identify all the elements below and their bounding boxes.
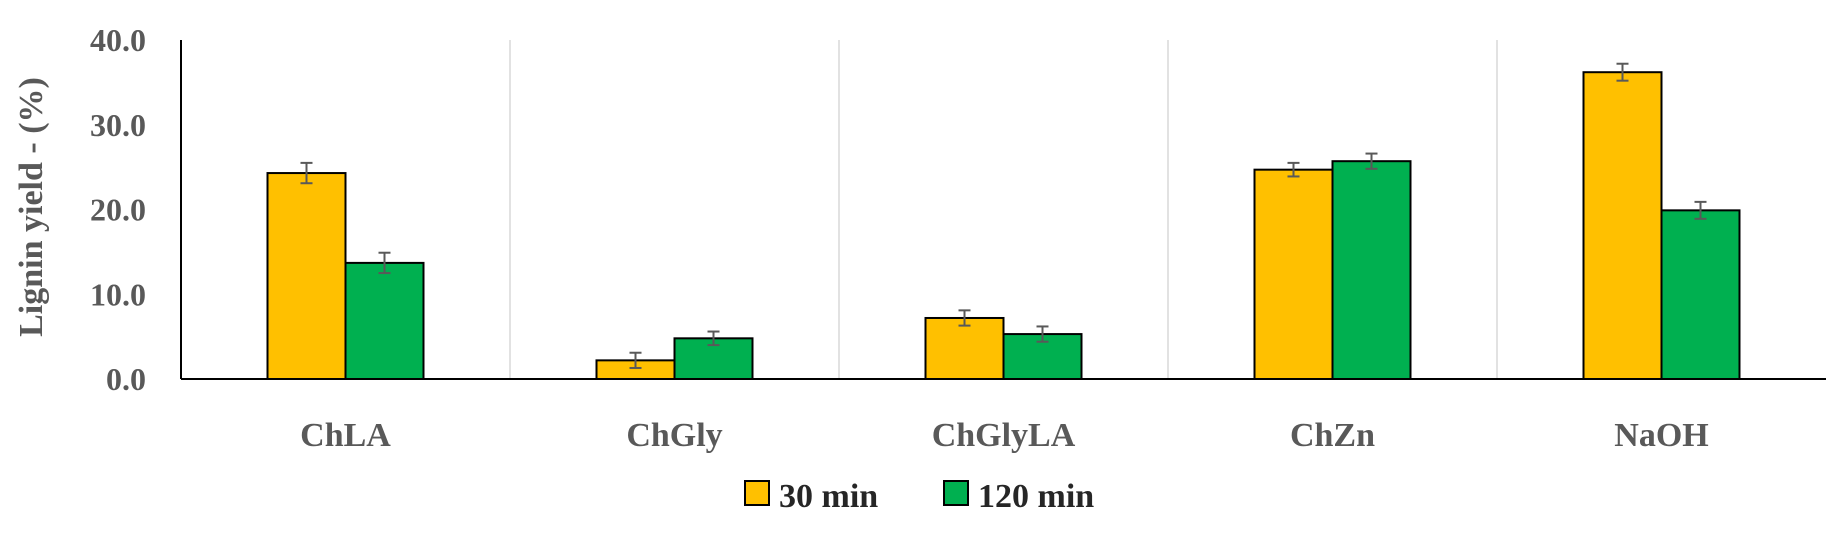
y-tick-label: 0.0: [106, 361, 146, 397]
error-bar: [1616, 62, 1629, 82]
bar: [1253, 168, 1334, 380]
bar: [1582, 71, 1663, 381]
legend-swatch: [943, 480, 969, 506]
legend-swatch: [744, 480, 770, 506]
category-label: NaOH: [1614, 417, 1708, 454]
y-ticks: 0.0 10.0 20.0 30.0 40.0: [90, 22, 146, 397]
bar: [1331, 160, 1412, 380]
bars: [266, 71, 1741, 381]
legend-label: 120 min: [978, 478, 1094, 515]
error-bar: [629, 351, 642, 369]
error-bars: [300, 62, 1707, 369]
bar: [344, 261, 425, 380]
error-bar: [1036, 325, 1049, 343]
category-labels: ChLA ChGly ChGlyLA ChZn NaOH: [300, 417, 1709, 454]
bar: [924, 316, 1005, 381]
y-tick-label: 10.0: [90, 276, 146, 312]
y-tick-label: 30.0: [90, 107, 146, 143]
error-bar: [1365, 152, 1378, 170]
y-axis-title: Lignin yield - (%): [13, 77, 50, 337]
legend-item: 30 min: [744, 478, 878, 515]
error-bar: [378, 251, 391, 275]
category-label: ChGlyLA: [932, 417, 1076, 454]
bar: [1660, 209, 1741, 380]
bar: [266, 172, 347, 380]
error-bar: [1287, 161, 1300, 178]
legend: 30 min 120 min: [744, 478, 1094, 515]
error-bar: [1694, 200, 1707, 220]
category-label: ChLA: [300, 417, 391, 454]
category-label: ChZn: [1290, 417, 1375, 454]
y-tick-label: 40.0: [90, 22, 146, 58]
category-separators: [509, 40, 1498, 379]
error-bar: [707, 330, 720, 347]
legend-item: 120 min: [943, 478, 1094, 515]
category-label: ChGly: [626, 417, 722, 454]
y-tick-label: 20.0: [90, 192, 146, 228]
error-bar: [958, 309, 971, 327]
error-bar: [300, 161, 313, 185]
legend-label: 30 min: [779, 478, 878, 515]
